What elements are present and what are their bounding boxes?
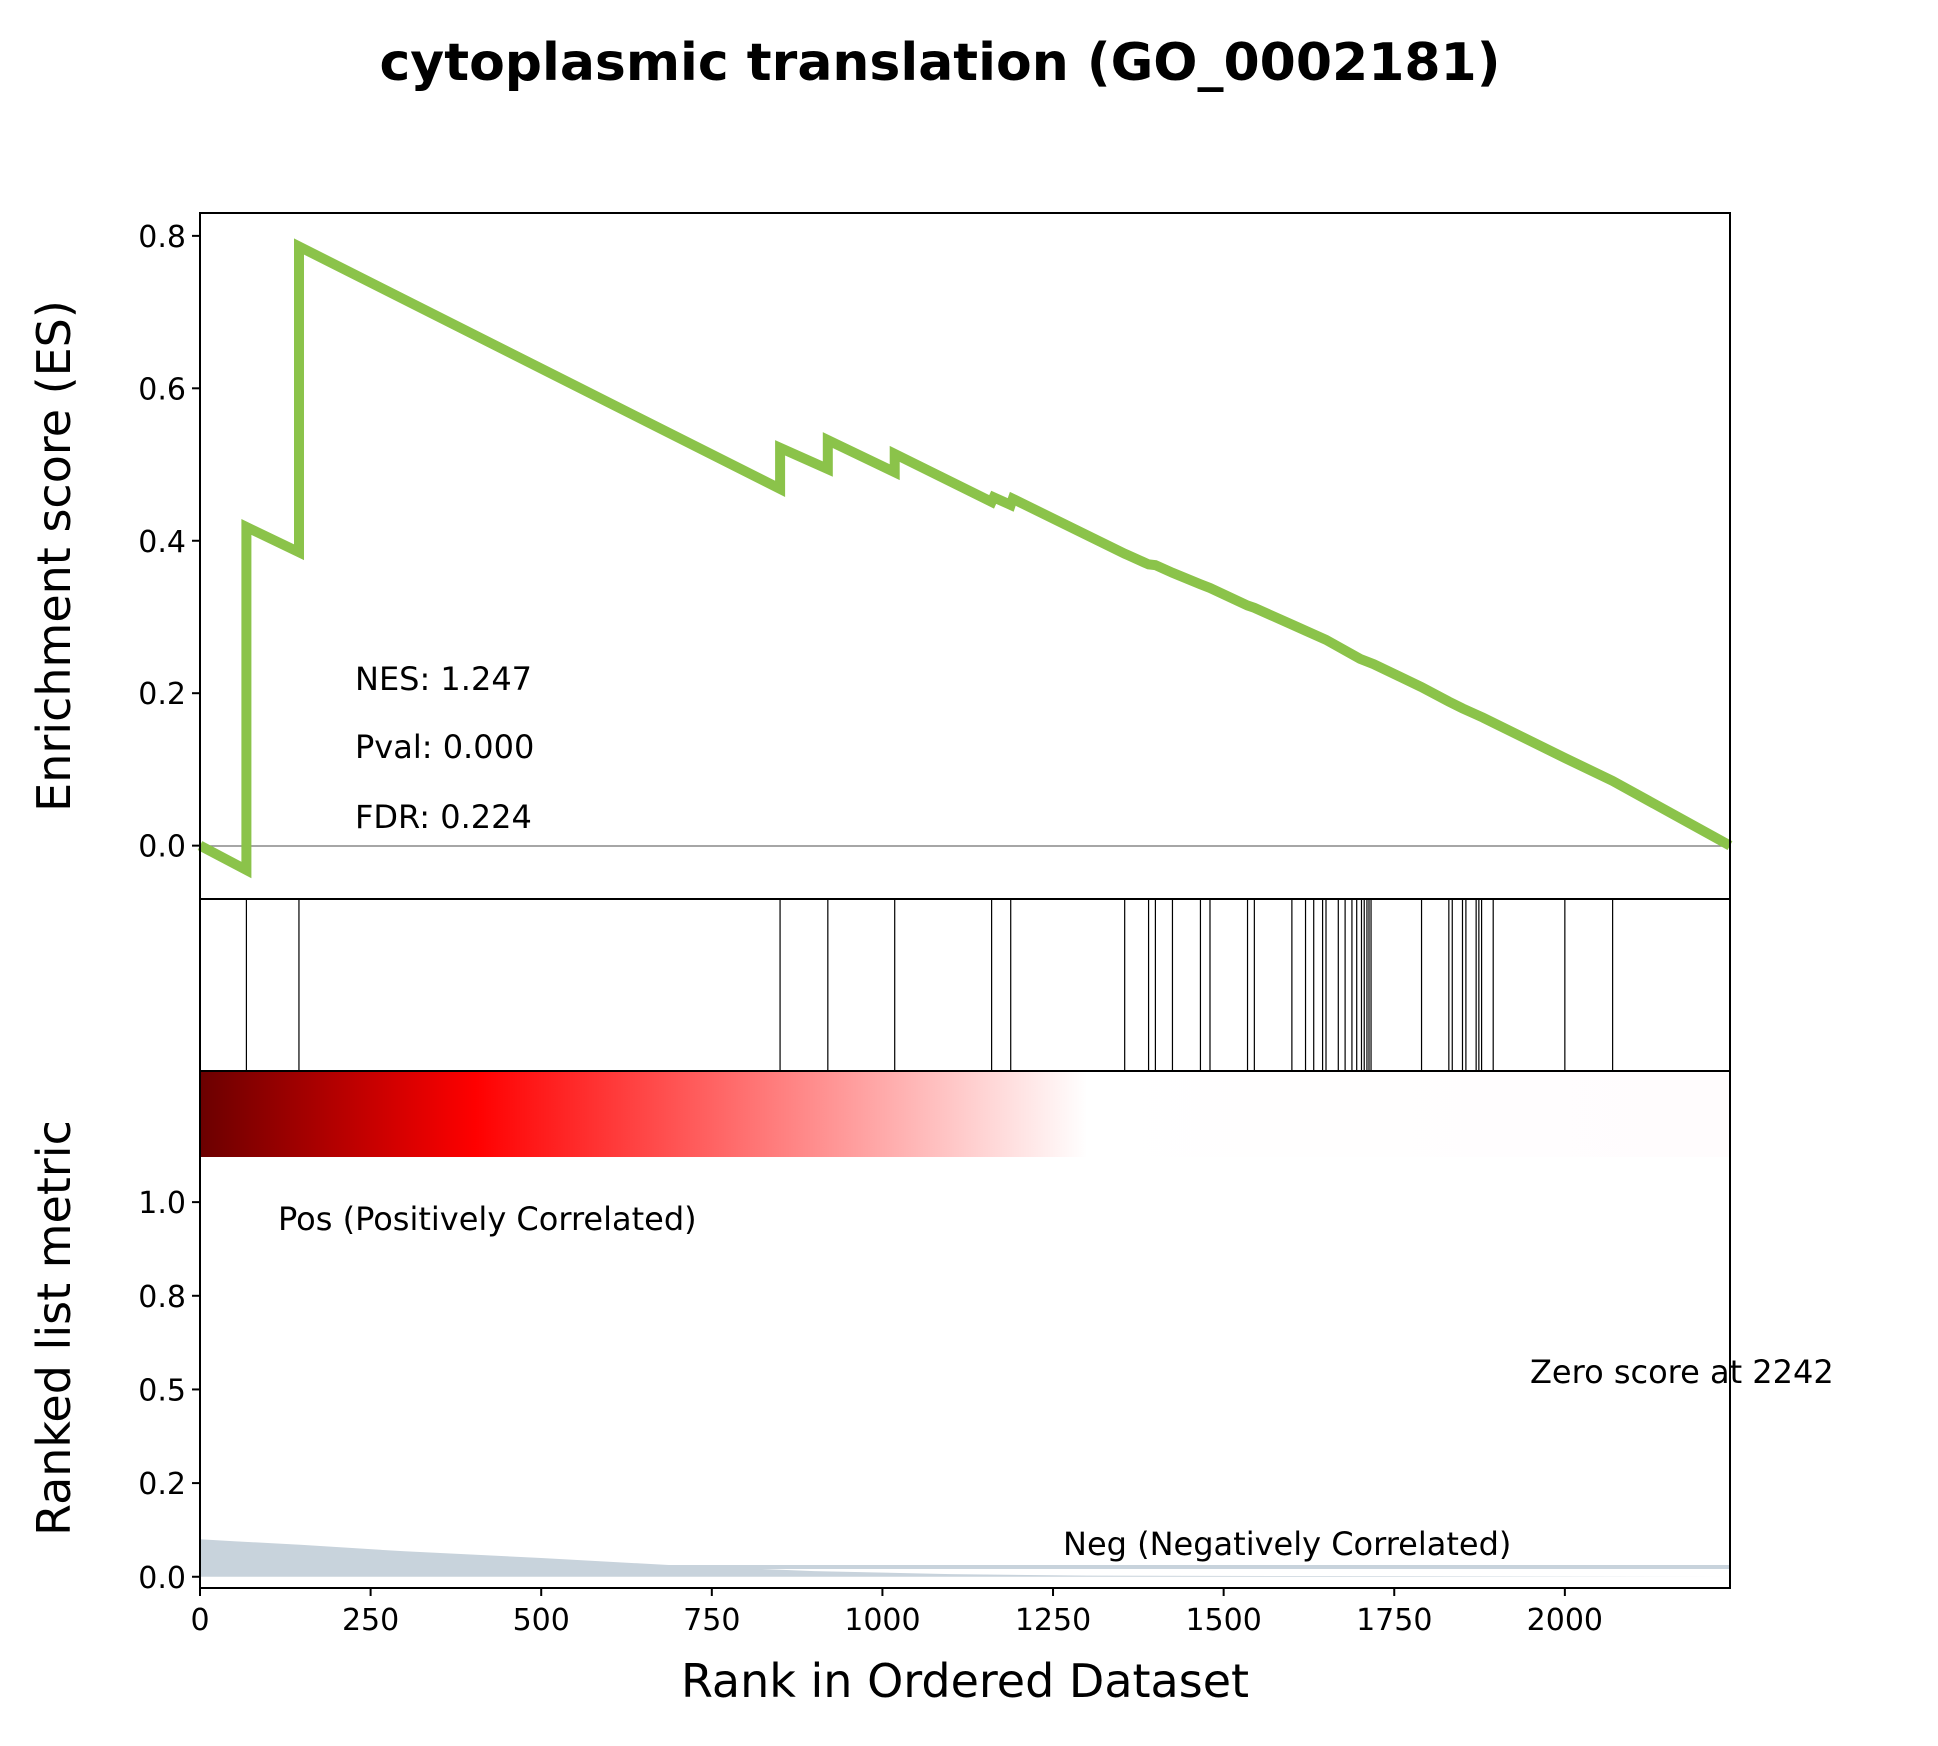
metric-y-tick-label: 0.2	[138, 1467, 186, 1502]
x-tick-label: 2000	[1527, 1603, 1603, 1638]
es-y-tick-label: 0.4	[138, 525, 186, 560]
metric-y-tick-label: 0.5	[138, 1373, 186, 1408]
es-y-tick-label: 0.6	[138, 372, 186, 407]
nes-label: NES: 1.247	[355, 660, 532, 698]
metric-panel-frame	[199, 1070, 1731, 1589]
hit-marks	[245, 899, 1614, 1071]
metric-y-ticks: 0.0 0.2 0.5 0.8 1.0	[138, 1186, 200, 1596]
x-tick-label: 500	[513, 1603, 570, 1638]
metric-panel: 0.0 0.2 0.5 0.8 1.0 Pos (Positively Correlat…	[138, 1070, 1834, 1638]
es-y-tick-label: 0.8	[138, 220, 186, 255]
x-tick-label: 1250	[1015, 1603, 1091, 1638]
x-axis-ticks: 0 250 500 750 1000 1250 1500 1750 2000	[190, 1588, 1603, 1638]
fdr-label: FDR: 0.224	[355, 798, 532, 836]
chart-title: cytoplasmic translation (GO_0002181)	[379, 33, 1500, 93]
x-tick-label: 1750	[1356, 1603, 1432, 1638]
x-axis-label: Rank in Ordered Dataset	[681, 1654, 1249, 1708]
x-tick-label: 1000	[844, 1603, 920, 1638]
es-y-axis-label: Enrichment score (ES)	[27, 300, 81, 812]
es-y-tick-label: 0.0	[138, 830, 186, 865]
es-y-tick-label: 0.2	[138, 677, 186, 712]
pval-label: Pval: 0.000	[355, 728, 534, 766]
es-y-ticks: 0.0 0.2 0.4 0.6 0.8	[138, 220, 200, 865]
pos-label: Pos (Positively Correlated)	[278, 1200, 697, 1238]
metric-y-tick-label: 0.0	[138, 1561, 186, 1596]
hits-panel-frame	[199, 898, 1731, 1072]
x-tick-label: 750	[683, 1603, 740, 1638]
metric-y-tick-label: 0.8	[138, 1280, 186, 1315]
metric-y-tick-label: 1.0	[138, 1186, 186, 1221]
rank-gradient-bar	[200, 1071, 1730, 1157]
x-tick-label: 0	[190, 1603, 209, 1638]
metric-y-axis-label: Ranked list metric	[27, 1120, 81, 1536]
x-tick-label: 1500	[1185, 1603, 1261, 1638]
x-tick-label: 250	[342, 1603, 399, 1638]
hits-panel	[199, 898, 1731, 1072]
es-panel: 0.0 0.2 0.4 0.6 0.8 NES: 1.247 Pval: 0.000 F…	[138, 212, 1733, 900]
neg-label: Neg (Negatively Correlated)	[1063, 1525, 1511, 1563]
es-curve	[197, 238, 1733, 879]
zero-score-label: Zero score at 2242	[1530, 1353, 1834, 1391]
